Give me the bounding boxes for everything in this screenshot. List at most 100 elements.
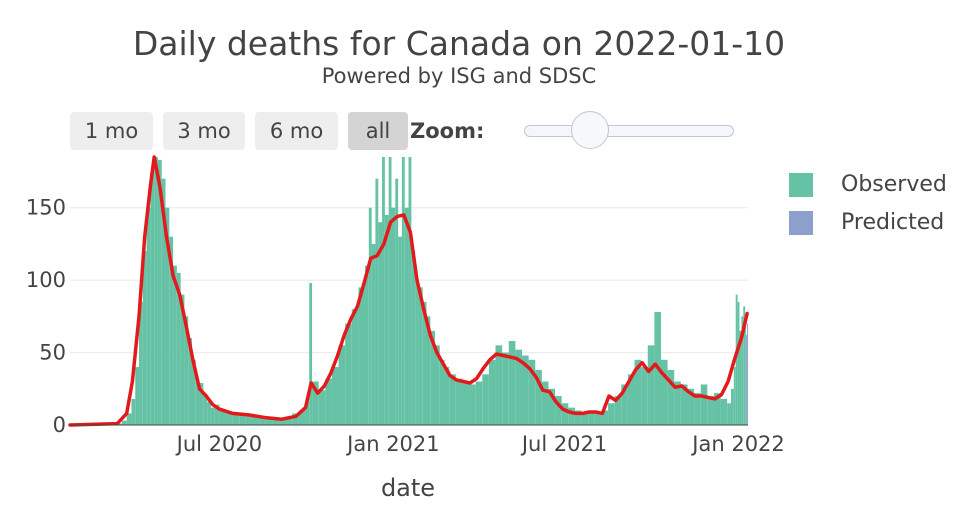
- observed-bar: [475, 381, 483, 425]
- observed-bar: [298, 410, 306, 425]
- observed-bar: [444, 367, 450, 425]
- observed-bar: [488, 359, 496, 425]
- observed-bar: [131, 398, 136, 425]
- observed-bar: [574, 410, 582, 425]
- observed-bar: [195, 381, 200, 425]
- observed-bar: [378, 222, 383, 425]
- zoom-label: Zoom:: [410, 119, 485, 143]
- x-tick-label: Jan 2021: [345, 432, 440, 456]
- observed-bar: [384, 214, 389, 425]
- observed-bar: [142, 251, 147, 425]
- axes-layer: 0 50 100 150 Jul 2020 Jan 2021 Jul 2021 Jan 202…: [26, 196, 785, 456]
- observed-bar: [391, 207, 396, 425]
- observed-bar: [627, 374, 635, 425]
- observed-bar: [661, 359, 668, 425]
- observed-bar: [207, 401, 211, 425]
- observed-bar: [292, 413, 299, 425]
- observed-bar: [707, 396, 714, 425]
- observed-bar: [126, 413, 132, 425]
- observed-bar: [232, 413, 240, 425]
- observed-bar: [743, 306, 746, 425]
- observed-bar: [455, 378, 463, 425]
- observed-bar: [581, 411, 589, 425]
- observed-bar: [210, 407, 215, 425]
- x-tick-label: Jul 2020: [175, 432, 262, 456]
- y-tick-label: 0: [53, 413, 66, 437]
- y-tick-label: 50: [39, 341, 66, 365]
- observed-bar: [482, 374, 489, 425]
- observed-bar: [634, 359, 642, 425]
- observed-bar: [188, 338, 192, 425]
- legend-swatch-observed: [789, 173, 813, 197]
- observed-bar: [318, 390, 326, 425]
- legend-label-observed: Observed: [841, 172, 947, 197]
- chart-title: Daily deaths for Canada on 2022-01-10: [132, 24, 786, 63]
- range-3mo-button[interactable]: 3 mo: [163, 112, 245, 150]
- observed-bar: [401, 157, 405, 425]
- legend-swatch-predicted: [789, 211, 813, 235]
- observed-bar: [219, 410, 227, 425]
- observed-bar: [245, 416, 253, 425]
- observed-bar: [375, 178, 379, 425]
- observed-bar: [154, 157, 158, 425]
- observed-bar: [667, 369, 675, 425]
- observed-bar: [312, 381, 319, 425]
- chart-subtitle: Powered by ISG and SDSC: [321, 64, 597, 88]
- observed-bar: [469, 384, 476, 425]
- observed-bar: [395, 178, 399, 425]
- observed-bar: [430, 330, 436, 425]
- predicted-bar: [747, 323, 748, 425]
- legend-label-predicted: Predicted: [841, 210, 945, 235]
- observed-bar: [515, 349, 522, 425]
- y-tick-label: 150: [26, 196, 66, 220]
- range-1mo-button[interactable]: 1 mo: [70, 112, 153, 150]
- observed-bar: [331, 367, 339, 425]
- observed-bar: [522, 355, 529, 425]
- observed-bar: [730, 388, 734, 425]
- observed-bar: [226, 411, 233, 425]
- observed-bar: [608, 403, 615, 425]
- observed-bar: [720, 398, 728, 425]
- observed-bar: [278, 417, 286, 425]
- observed-bar: [588, 413, 595, 425]
- range-all-button[interactable]: all: [348, 112, 408, 150]
- bars-layer: [117, 157, 748, 426]
- observed-bar: [647, 345, 655, 425]
- observed-bar: [439, 359, 445, 425]
- observed-bar: [614, 396, 622, 425]
- zoom-slider-handle[interactable]: [571, 111, 609, 149]
- observed-bar: [122, 420, 127, 425]
- observed-bar: [368, 207, 372, 425]
- observed-bar: [735, 294, 738, 425]
- observed-bar: [733, 367, 736, 425]
- observed-bar: [502, 352, 509, 425]
- observed-bar: [411, 251, 416, 425]
- predicted-bar: [746, 335, 748, 425]
- observed-bar: [169, 236, 174, 425]
- observed-bar: [680, 384, 688, 425]
- observed-bar: [495, 345, 503, 425]
- observed-bar: [252, 416, 260, 425]
- observed-bar: [338, 345, 346, 425]
- observed-bar: [568, 407, 575, 425]
- observed-bar: [157, 159, 162, 426]
- observed-bar: [462, 381, 470, 425]
- observed-bar: [150, 171, 155, 425]
- observed-bar: [426, 316, 431, 425]
- observed-bar: [345, 323, 352, 425]
- observed-bar: [745, 323, 747, 425]
- observed-bar: [435, 345, 440, 425]
- observed-bar: [382, 157, 385, 425]
- observed-bar: [601, 410, 609, 425]
- trend-line: [68, 155, 749, 427]
- x-tick-label: Jan 2022: [690, 432, 785, 456]
- observed-bar: [621, 384, 628, 425]
- range-6mo-button[interactable]: 6 mo: [255, 112, 338, 150]
- x-tick-label: Jul 2021: [520, 432, 607, 456]
- observed-bar: [239, 414, 246, 425]
- observed-bar: [191, 359, 196, 425]
- observed-bar: [305, 398, 310, 425]
- observed-bar: [541, 381, 549, 425]
- observed-bar: [358, 287, 366, 425]
- observed-bar: [325, 378, 332, 425]
